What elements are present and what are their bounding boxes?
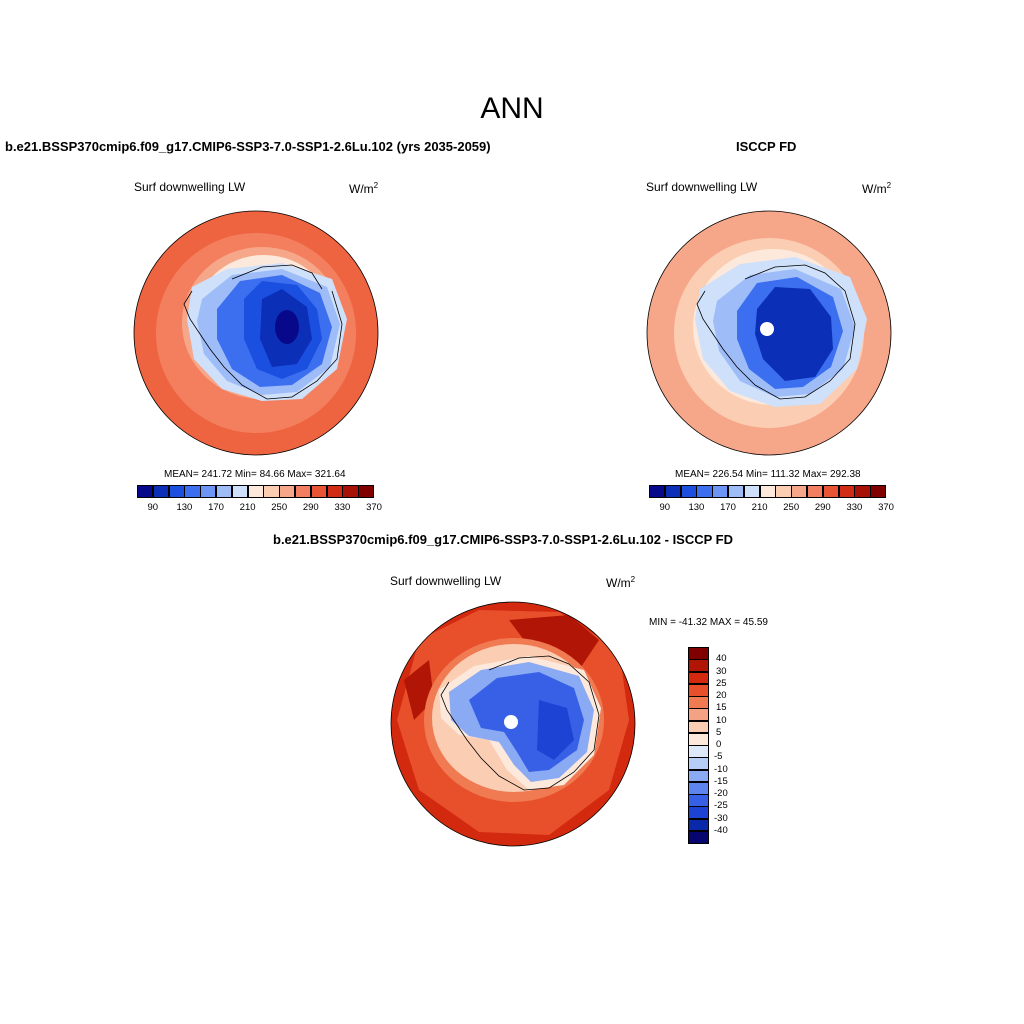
colorbar-cell — [247, 485, 264, 498]
colorbar-cell — [231, 485, 249, 498]
colorbar-tick-label: 330 — [334, 502, 351, 513]
panel2-units-label: W/m2 — [862, 181, 892, 196]
colorbar-cell — [870, 485, 887, 498]
colorbar-cell — [688, 769, 709, 783]
colorbar-cell — [688, 781, 709, 795]
panel3-stats: MIN = -41.32 MAX = 45.59 — [649, 617, 768, 628]
colorbar-tick-label: 0 — [716, 739, 722, 750]
colorbar-cell — [712, 485, 729, 498]
colorbar-tick-label: 10 — [716, 714, 727, 726]
colorbar-cell — [688, 671, 709, 685]
colorbar-tick-label: 290 — [814, 502, 831, 513]
panel2-variable-label: Surf downwelling LW — [646, 180, 758, 194]
colorbar-tick-label: 90 — [147, 502, 159, 513]
page-title: ANN — [480, 92, 544, 125]
colorbar-tick-label: 210 — [239, 502, 256, 513]
colorbar-tick-label: 250 — [271, 502, 288, 513]
colorbar-cell — [310, 485, 328, 498]
colorbar-cell — [688, 659, 709, 672]
panel1-units-label: W/m2 — [349, 181, 379, 196]
colorbar-cell — [688, 794, 709, 807]
panel1-colorbar-ticks: 90 130 170 210 250 290 330 370 — [137, 502, 382, 514]
colorbar-cell — [688, 818, 709, 832]
colorbar-tick-label: -25 — [714, 800, 728, 812]
colorbar-cell — [775, 485, 792, 498]
colorbar-tick-label: -20 — [714, 788, 728, 799]
panel2-colorbar-ticks: 90 130 170 210 250 290 330 370 — [649, 502, 894, 514]
colorbar-cell — [688, 830, 709, 844]
colorbar-tick-label: 15 — [716, 702, 727, 714]
colorbar-cell — [216, 485, 233, 498]
colorbar-cell — [696, 485, 713, 498]
colorbar-cell — [649, 485, 666, 498]
colorbar-tick-label: 5 — [716, 726, 722, 738]
panel1-case-title: b.e21.BSSP370cmip6.f09_g17.CMIP6-SSP3-7.… — [5, 139, 491, 154]
colorbar-cell — [688, 732, 709, 746]
colorbar-cell — [279, 485, 296, 498]
panel1-variable-label: Surf downwelling LW — [134, 180, 246, 194]
colorbar-tick-label: 330 — [846, 502, 863, 513]
panel2-colorbar — [649, 485, 887, 498]
colorbar-cell — [680, 485, 697, 498]
panel2-case-title: ISCCP FD — [736, 139, 797, 154]
colorbar-tick-label: 130 — [688, 502, 705, 513]
colorbar-cell — [168, 485, 185, 498]
colorbar-cell — [807, 485, 824, 498]
colorbar-tick-label: -30 — [714, 812, 728, 824]
colorbar-tick-label: 290 — [302, 502, 319, 513]
colorbar-cell — [326, 485, 343, 498]
panel3-variable-label: Surf downwelling LW — [390, 574, 502, 588]
colorbar-tick-label: 250 — [783, 502, 800, 513]
panel3-colorbar-ticks: 40 30 25 20 15 10 5 0 -5 -10 -15 -20 -25 -30 -40 — [714, 647, 754, 843]
colorbar-tick-label: 30 — [716, 665, 727, 677]
colorbar-cell — [854, 485, 871, 498]
colorbar-cell — [688, 720, 709, 734]
colorbar-tick-label: 40 — [716, 653, 727, 665]
colorbar-cell — [358, 485, 375, 498]
colorbar-tick-label: 90 — [659, 502, 671, 513]
colorbar-cell — [759, 485, 776, 498]
colorbar-tick-label: 370 — [878, 502, 894, 513]
colorbar-cell — [688, 806, 709, 819]
panel3-case-title: b.e21.BSSP370cmip6.f09_g17.CMIP6-SSP3-7.… — [273, 532, 734, 547]
colorbar-cell — [688, 696, 709, 709]
colorbar-tick-label: 370 — [366, 502, 382, 513]
colorbar-cell — [295, 485, 312, 498]
colorbar-cell — [822, 485, 840, 498]
panel3-polar-map — [390, 601, 636, 847]
colorbar-tick-label: -5 — [714, 751, 723, 763]
colorbar-cell — [791, 485, 808, 498]
colorbar-cell — [664, 485, 682, 498]
panel2-stats: MEAN= 226.54 Min= 111.32 Max= 292.38 — [675, 469, 861, 480]
colorbar-tick-label: -40 — [714, 824, 728, 836]
colorbar-cell — [342, 485, 359, 498]
panel1-polar-map — [133, 210, 379, 456]
panel3-units-label: W/m2 — [606, 575, 636, 590]
colorbar-tick-label: -15 — [714, 775, 728, 787]
colorbar-cell — [688, 745, 709, 758]
colorbar-cell — [688, 647, 709, 660]
colorbar-cell — [728, 485, 745, 498]
colorbar-tick-label: -10 — [714, 763, 728, 775]
colorbar-cell — [688, 708, 709, 721]
colorbar-cell — [184, 485, 201, 498]
colorbar-cell — [743, 485, 761, 498]
colorbar-cell — [688, 683, 709, 697]
colorbar-cell — [263, 485, 280, 498]
colorbar-tick-label: 130 — [176, 502, 193, 513]
colorbar-tick-label: 25 — [716, 677, 727, 689]
colorbar-tick-label: 20 — [716, 690, 727, 701]
colorbar-cell — [200, 485, 217, 498]
colorbar-cell — [688, 757, 709, 770]
colorbar-cell — [137, 485, 154, 498]
panel1-colorbar — [137, 485, 375, 498]
colorbar-cell — [838, 485, 855, 498]
panel3-colorbar — [688, 647, 709, 844]
panel1-stats: MEAN= 241.72 Min= 84.66 Max= 321.64 — [164, 469, 346, 480]
colorbar-tick-label: 210 — [751, 502, 768, 513]
colorbar-tick-label: 170 — [720, 502, 736, 513]
panel2-polar-map — [646, 210, 892, 456]
colorbar-cell — [152, 485, 170, 498]
colorbar-tick-label: 170 — [208, 502, 224, 513]
